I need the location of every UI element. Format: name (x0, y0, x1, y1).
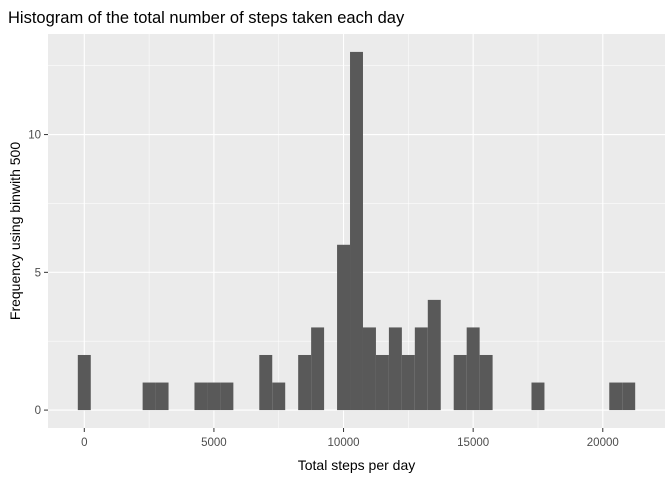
histogram-bar (311, 327, 325, 411)
x-tick-label: 5000 (201, 437, 227, 449)
histogram-bar (142, 382, 156, 411)
x-tick-label: 20000 (587, 437, 619, 449)
histogram-bar (362, 327, 376, 411)
histogram-bar (77, 354, 91, 411)
x-tick-label: 10000 (328, 437, 360, 449)
y-tick-label: 0 (35, 405, 41, 417)
histogram-bar (298, 354, 312, 411)
histogram-bar (453, 354, 467, 411)
histogram-bar (155, 382, 169, 411)
x-axis: 0 5000 10000 15000 20000 (81, 428, 619, 449)
histogram-bar (427, 299, 441, 411)
histogram-bar (531, 382, 545, 411)
histogram-bar (259, 354, 273, 411)
y-axis: 0 5 10 (28, 130, 48, 417)
histogram-bar (401, 354, 415, 411)
histogram-bar (375, 354, 389, 411)
x-tick-label: 0 (81, 437, 87, 449)
x-tick-label: 15000 (457, 437, 489, 449)
y-axis-title: Frequency using binwith 500 (7, 142, 23, 320)
histogram-bar (337, 244, 351, 411)
histogram-bar (609, 382, 623, 411)
histogram-bar (207, 382, 221, 411)
histogram-bar (194, 382, 208, 411)
histogram-bar (220, 382, 234, 411)
histogram-bars (77, 51, 636, 411)
x-axis-title: Total steps per day (298, 457, 416, 473)
histogram-bar (388, 327, 402, 411)
histogram-bar (466, 327, 480, 411)
histogram-bar (350, 51, 363, 411)
y-tick-label: 10 (28, 130, 41, 142)
y-tick-label: 5 (35, 267, 41, 279)
histogram-bar (272, 382, 286, 411)
chart-title: Histogram of the total number of steps t… (8, 9, 405, 27)
histogram-bar (622, 382, 636, 411)
histogram-bar (414, 327, 428, 411)
histogram-bar (479, 354, 493, 411)
